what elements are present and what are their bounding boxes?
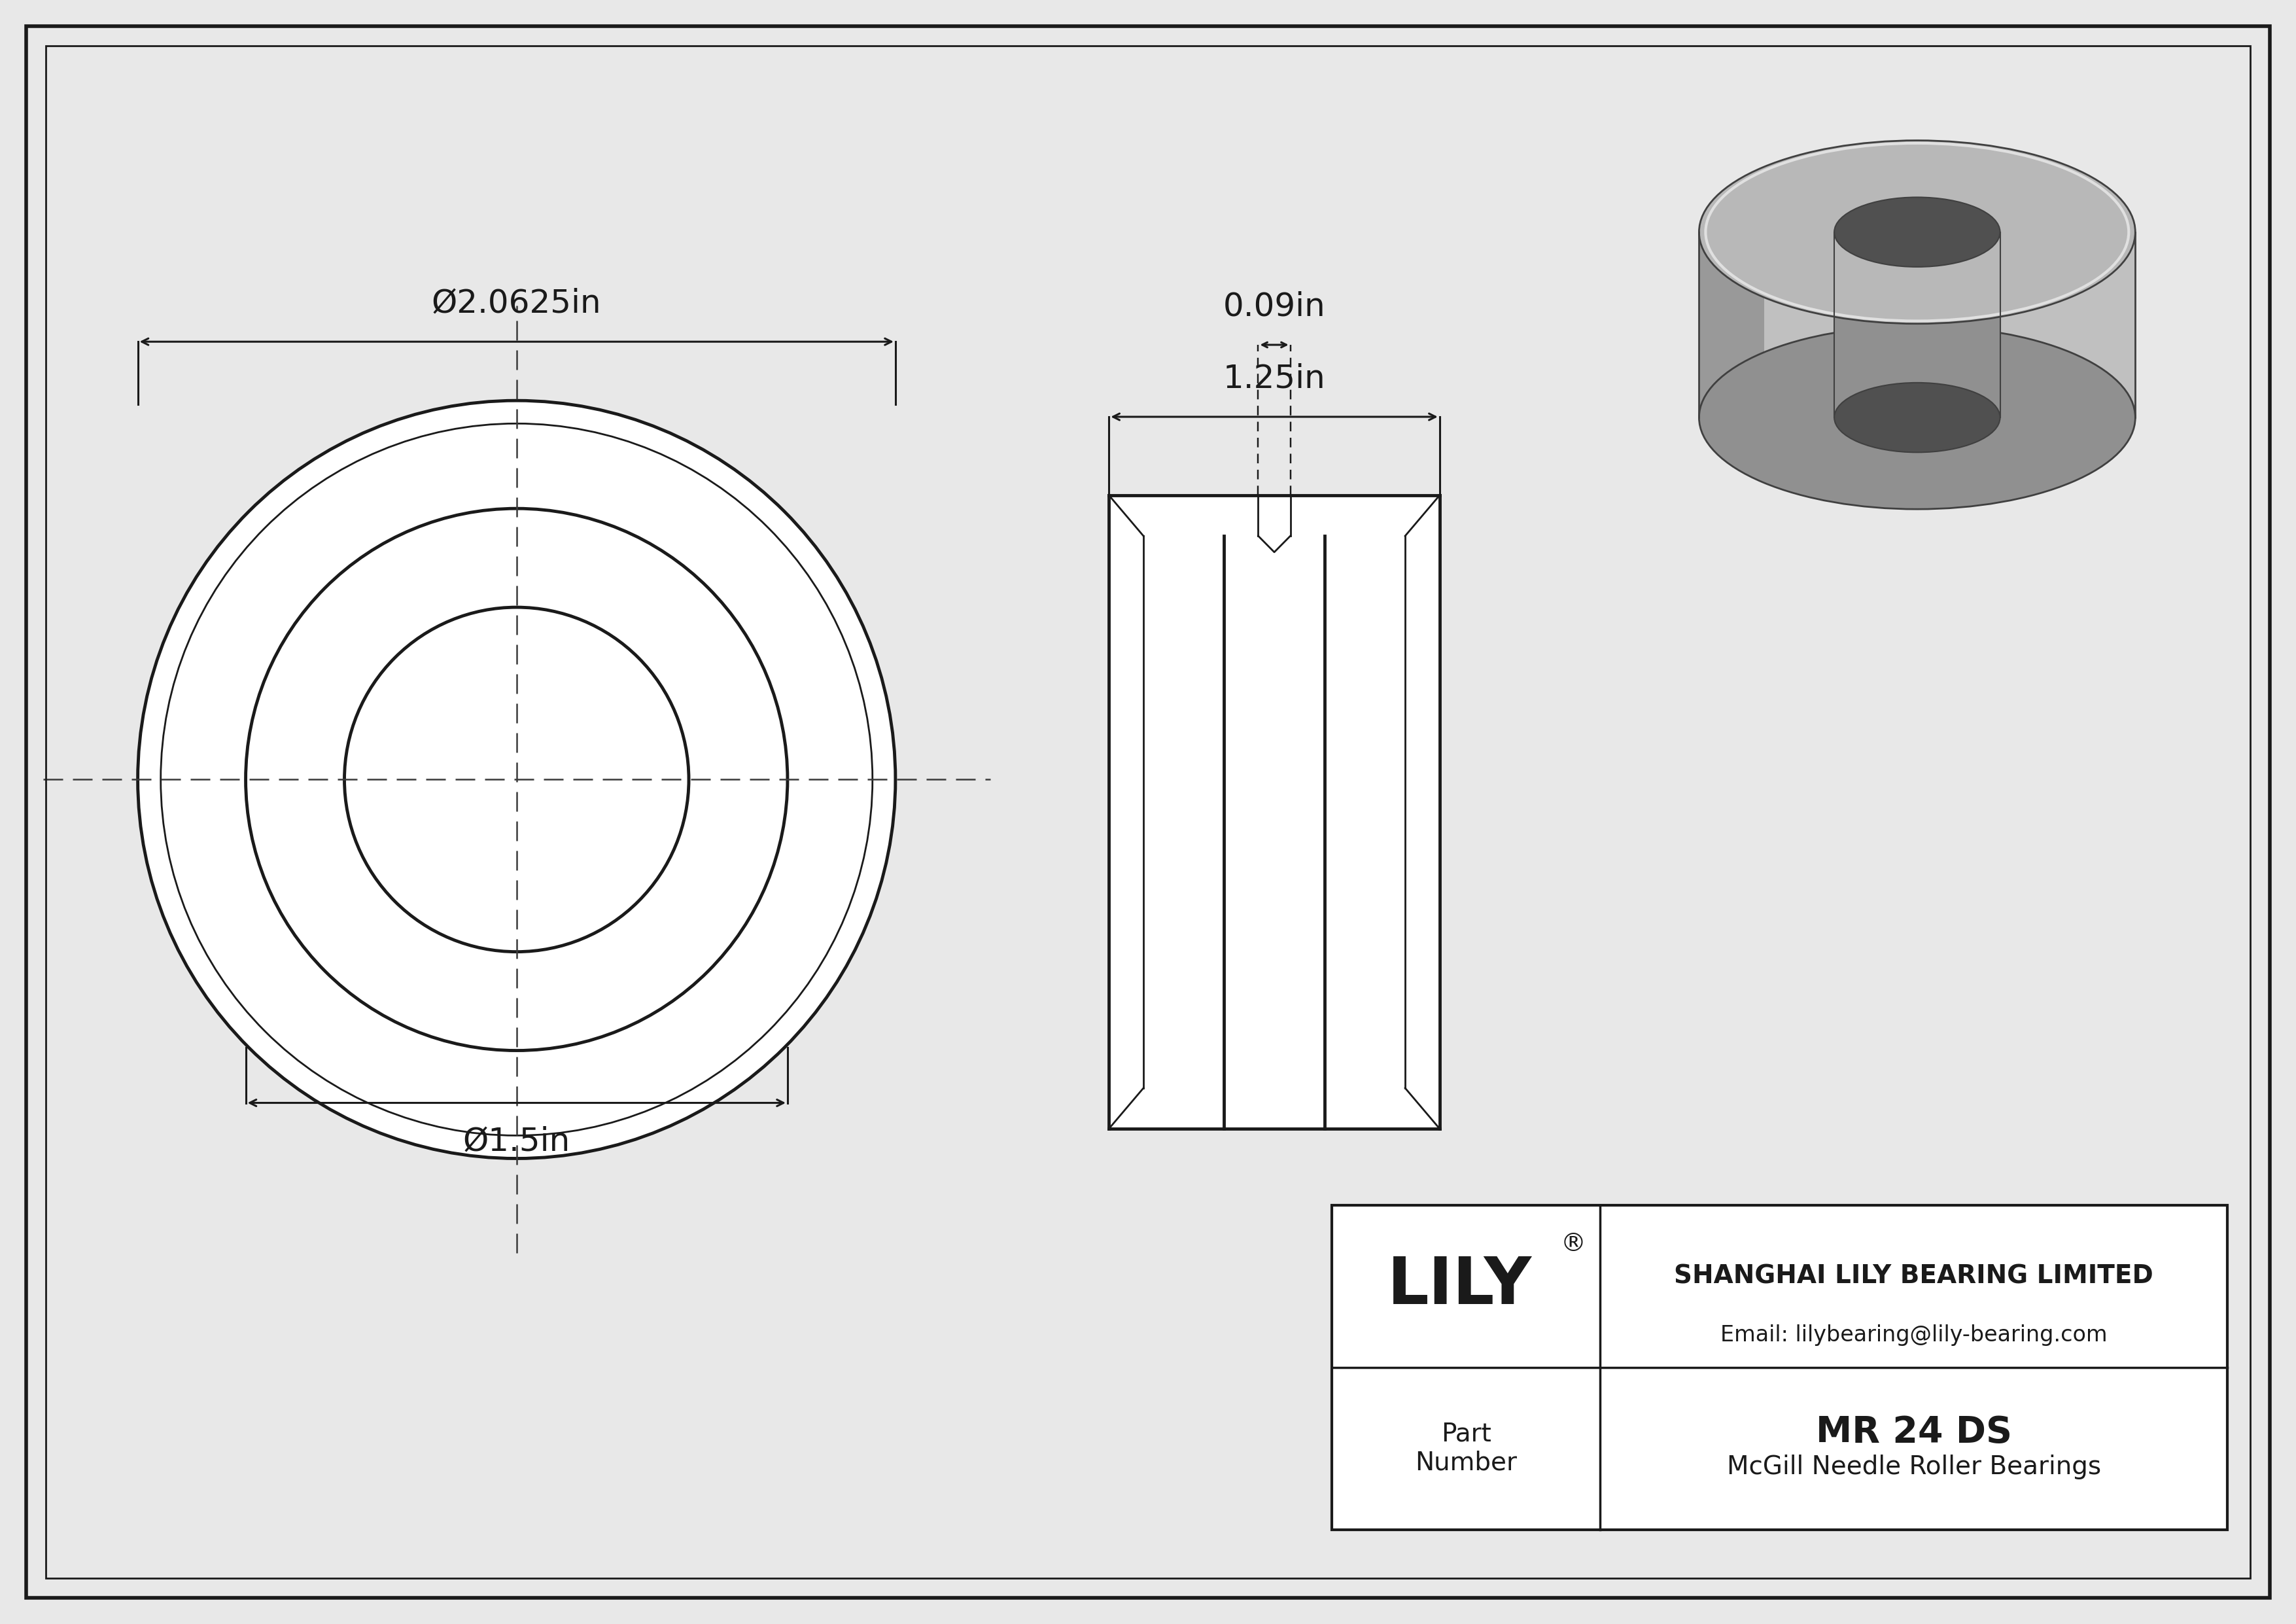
Text: Part: Part (1442, 1421, 1490, 1447)
Text: Number: Number (1414, 1450, 1518, 1476)
Text: 0.09in: 0.09in (1224, 291, 1325, 322)
Text: MR 24 DS: MR 24 DS (1816, 1415, 2011, 1450)
Ellipse shape (138, 401, 895, 1158)
Bar (1332, 1205, 2227, 1530)
Text: Ø2.0625in: Ø2.0625in (432, 287, 602, 318)
Text: Ø1.5in: Ø1.5in (464, 1125, 569, 1158)
Polygon shape (1699, 232, 2135, 417)
Ellipse shape (1699, 326, 2135, 510)
Text: ®: ® (1561, 1231, 1587, 1257)
Polygon shape (1699, 232, 1763, 417)
Text: SHANGHAI LILY BEARING LIMITED: SHANGHAI LILY BEARING LIMITED (1674, 1263, 2154, 1289)
Ellipse shape (1835, 383, 2000, 453)
Text: Email: lilybearing@lily-bearing.com: Email: lilybearing@lily-bearing.com (1720, 1324, 2108, 1346)
Ellipse shape (1699, 140, 2135, 323)
Text: 1.25in: 1.25in (1224, 362, 1325, 395)
Ellipse shape (1835, 197, 2000, 266)
Polygon shape (1835, 221, 2000, 429)
Bar (1109, 495, 1440, 1129)
Text: McGill Needle Roller Bearings: McGill Needle Roller Bearings (1727, 1455, 2101, 1479)
Text: LILY: LILY (1387, 1254, 1531, 1319)
